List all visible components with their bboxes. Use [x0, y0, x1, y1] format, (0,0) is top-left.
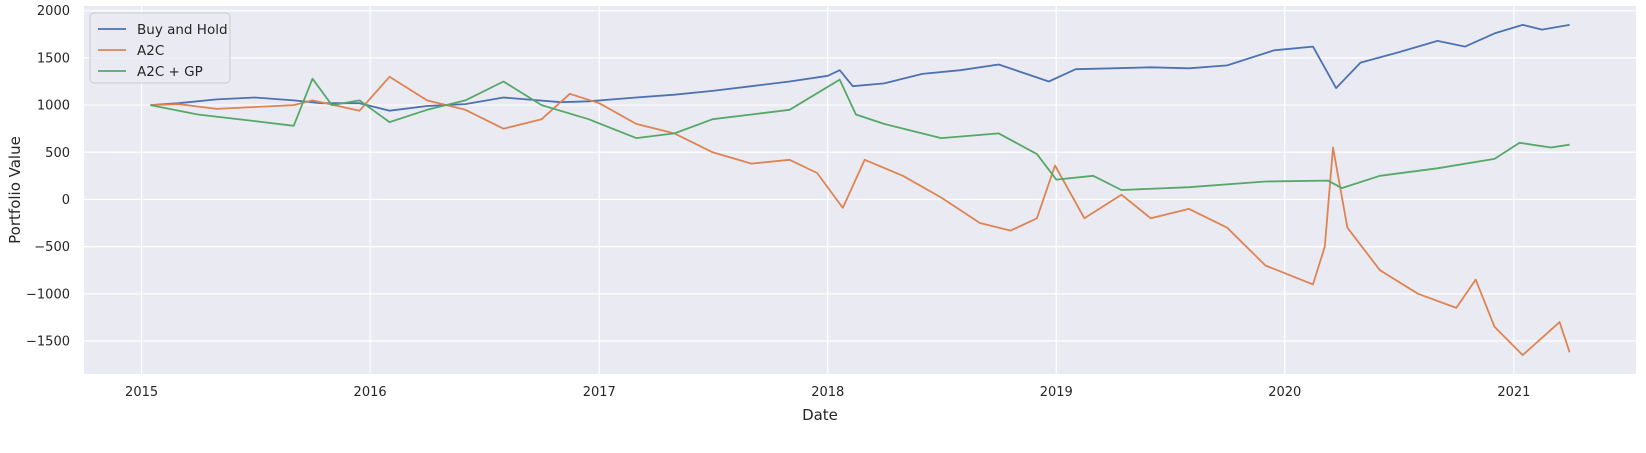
ticks: 2000 1500 1000 500 0 −500 −1000 −1500 2015 2016 20…	[26, 4, 1530, 400]
x-tick-label: 2015	[125, 385, 158, 400]
series-line-a2c	[150, 75, 1571, 356]
y-tick-label: 0	[62, 193, 70, 208]
x-tick-label: 2020	[1268, 385, 1301, 400]
legend-label-a2c: A2C	[137, 43, 164, 59]
grid	[84, 6, 1636, 374]
y-tick-label: 2000	[37, 4, 70, 19]
y-tick-label: 1500	[37, 51, 70, 66]
y-tick-label: −1000	[26, 287, 70, 302]
y-tick-label: −500	[34, 240, 70, 255]
legend-label-a2c-gp: A2C + GP	[137, 64, 203, 80]
y-tick-label: −1500	[26, 334, 70, 349]
plot-background	[84, 6, 1636, 374]
series-layer	[150, 24, 1571, 356]
x-tick-label: 2021	[1497, 385, 1530, 400]
x-tick-label: 2016	[354, 385, 387, 400]
x-tick-label: 2019	[1040, 385, 1073, 400]
series-line-buy-and-hold	[150, 24, 1570, 112]
y-axis-label: Portfolio Value	[6, 136, 24, 244]
series-line-a2c-gp	[150, 77, 1570, 191]
x-axis-label: Date	[802, 406, 838, 424]
legend: Buy and Hold A2C A2C + GP	[89, 12, 231, 84]
x-tick-label: 2017	[583, 385, 616, 400]
legend-label-buy-and-hold: Buy and Hold	[137, 22, 228, 38]
y-tick-label: 1000	[37, 99, 70, 114]
y-tick-label: 500	[45, 146, 70, 161]
x-tick-label: 2018	[811, 385, 844, 400]
legend-box	[89, 12, 231, 84]
